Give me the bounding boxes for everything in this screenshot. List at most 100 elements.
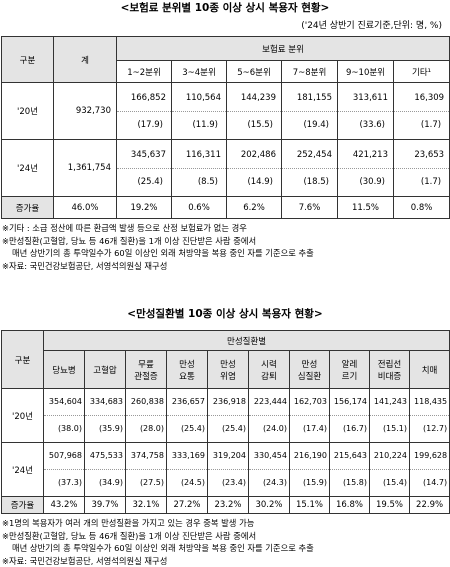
table-title: <보험료 분위별 10종 이상 상시 복용자 현황>	[0, 0, 450, 16]
value-cell: 202,486(14.9)	[227, 140, 282, 197]
page: <보험료 분위별 10종 이상 상시 복용자 현황> ('24년 상반기 진료기…	[0, 0, 450, 555]
value-cell: 166,852(17.9)	[117, 83, 172, 140]
share: (11.9)	[172, 111, 226, 138]
header-cell: 5~6분위	[227, 61, 282, 83]
value-cell: 118,435(12.7)	[410, 389, 450, 443]
header-line: 르기	[330, 370, 369, 382]
increase-cell: 43.2%	[44, 497, 85, 514]
value-cell: 141,243(15.1)	[370, 389, 410, 443]
header-cell: 계	[54, 37, 117, 83]
row-label: '24년	[2, 443, 44, 497]
header-cell: 당뇨병	[44, 351, 85, 389]
increase-cell: 22.9%	[410, 497, 450, 514]
header-line: 비대증	[370, 370, 409, 382]
count: 223,444	[249, 389, 289, 415]
count: 333,169	[167, 443, 207, 469]
increase-cell: 30.2%	[249, 497, 290, 514]
share: (17.4)	[290, 415, 329, 442]
share: (28.0)	[126, 415, 166, 442]
count: 156,174	[330, 389, 369, 415]
header-cell: 보험료 분위	[117, 37, 450, 61]
note: ※만성질환(고혈압, 당뇨 등 46개 질환)을 1개 이상 진단받은 사람 중…	[2, 235, 450, 248]
count: 313,611	[338, 85, 393, 111]
value-cell: 181,155(19.4)	[282, 83, 338, 140]
value-cell: 23,653(1.7)	[394, 140, 450, 197]
value-cell: 210,224(15.4)	[370, 443, 410, 497]
share: (25.4)	[117, 168, 171, 195]
header-cell: 만성질환별	[44, 331, 450, 351]
note: 매년 상반기의 총 투약일수가 60일 이상인 외래 처방약을 복용 중인 자를…	[2, 542, 450, 555]
header-cell: 1~2분위	[117, 61, 172, 83]
count: 252,454	[282, 142, 337, 168]
value-cell: 345,637(25.4)	[117, 140, 172, 197]
increase-cell: 19.2%	[117, 197, 172, 219]
header-line: 시력	[249, 358, 289, 370]
count: 199,628	[410, 443, 449, 469]
share: (1.7)	[394, 168, 449, 195]
count: 330,454	[249, 443, 289, 469]
note: ※자료: 국민건강보험공단, 서영석의원실 재구성	[2, 260, 450, 273]
value-cell: 236,918(25.4)	[208, 389, 249, 443]
value-cell: 313,611(33.6)	[338, 83, 394, 140]
share: (34.9)	[85, 469, 125, 496]
notes: ※기타 : 소급 정산에 따른 환급액 발생 등으로 산정 보험료가 없는 경우…	[0, 222, 450, 272]
header-line: 관절증	[126, 370, 166, 382]
share: (1.7)	[394, 111, 449, 138]
share: (23.4)	[208, 469, 248, 496]
count: 16,309	[394, 85, 449, 111]
count: 110,564	[172, 85, 226, 111]
header-cell: 구분	[2, 37, 54, 83]
unit-note: ('24년 상반기 진료기준,단위: 명, %)	[0, 16, 450, 36]
count: 374,758	[126, 443, 166, 469]
share: (12.7)	[410, 415, 449, 442]
share: (30.9)	[338, 168, 393, 195]
count: 260,838	[126, 389, 166, 415]
value-cell: 319,204(23.4)	[208, 443, 249, 497]
count: 334,683	[85, 389, 125, 415]
note: ※기타 : 소급 정산에 따른 환급액 발생 등으로 산정 보험료가 없는 경우	[2, 222, 450, 235]
note: ※만성질환(고혈압, 당뇨 등 46개 질환)을 1개 이상 진단받은 사람 중…	[2, 530, 450, 543]
header-line: 치매	[410, 364, 449, 376]
share: (14.7)	[410, 469, 449, 496]
header-line: 만성	[167, 358, 207, 370]
header-line: 만성	[290, 358, 329, 370]
count: 319,204	[208, 443, 248, 469]
value-cell: 199,628(14.7)	[410, 443, 450, 497]
value-cell: 252,454(18.5)	[282, 140, 338, 197]
header-line: 전립선	[370, 358, 409, 370]
count: 236,657	[167, 389, 207, 415]
header-cell: 구분	[2, 331, 44, 389]
increase-cell: 6.2%	[227, 197, 282, 219]
header-cell: 고혈압	[85, 351, 126, 389]
share: (25.4)	[167, 415, 207, 442]
increase-cell: 39.7%	[85, 497, 126, 514]
count: 354,604	[44, 389, 84, 415]
note: ※1명의 복용자가 여러 개의 만성질환을 가지고 있는 경우 중복 발생 가능	[2, 517, 450, 530]
share: (15.4)	[370, 469, 409, 496]
value-cell: 223,444(24.0)	[249, 389, 290, 443]
notes: ※1명의 복용자가 여러 개의 만성질환을 가지고 있는 경우 중복 발생 가능…	[0, 517, 450, 567]
value-cell: 216,190(15.9)	[290, 443, 330, 497]
note: ※자료: 국민건강보험공단, 서영석의원실 재구성	[2, 555, 450, 567]
row-label: 증가율	[2, 497, 44, 514]
share: (15.8)	[330, 469, 369, 496]
header-line: 요통	[167, 370, 207, 382]
share: (24.3)	[249, 469, 289, 496]
count: 421,213	[338, 142, 393, 168]
header-line: 고혈압	[85, 364, 125, 376]
count: 236,918	[208, 389, 248, 415]
share: (24.5)	[167, 469, 207, 496]
